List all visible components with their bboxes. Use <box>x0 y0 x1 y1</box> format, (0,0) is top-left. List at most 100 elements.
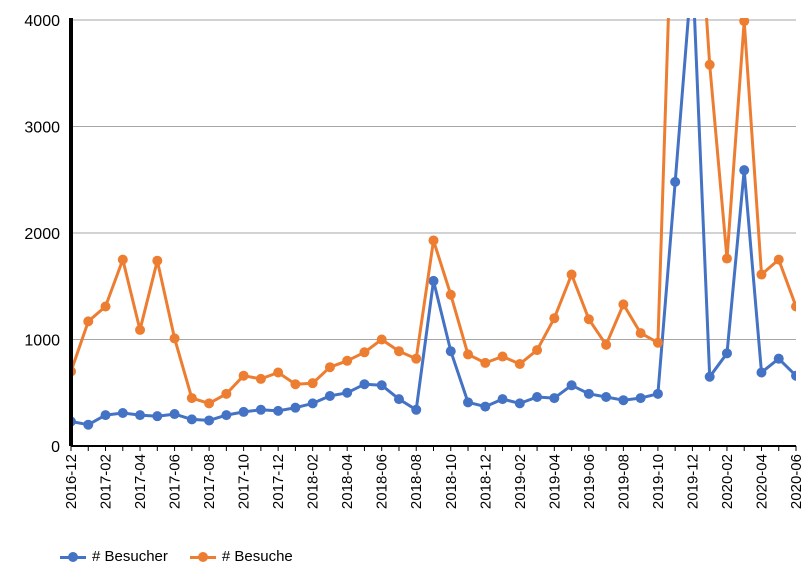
data-point <box>117 407 128 418</box>
data-point <box>497 351 508 362</box>
data-point <box>704 59 715 70</box>
data-point <box>83 419 94 430</box>
data-point <box>186 414 197 425</box>
data-point <box>152 255 163 266</box>
data-point <box>393 346 404 357</box>
data-point <box>756 269 767 280</box>
data-point <box>307 378 318 389</box>
data-point <box>480 401 491 412</box>
data-point <box>152 411 163 422</box>
y-axis-tick-labels: 0 1000 2000 3000 4000 <box>24 13 60 456</box>
x-tick-label: 2020-06 <box>788 454 805 509</box>
data-point <box>359 347 370 358</box>
data-point <box>566 380 577 391</box>
data-point <box>445 289 456 300</box>
data-point <box>411 353 422 364</box>
x-tick-label: 2018-04 <box>339 454 356 509</box>
data-point <box>342 387 353 398</box>
legend: # Besucher # Besuche <box>60 548 293 565</box>
series-1 <box>71 18 796 409</box>
data-point <box>307 398 318 409</box>
gridlines <box>71 19 796 340</box>
legend-label-besuche: # Besuche <box>221 548 293 565</box>
axes <box>69 18 797 451</box>
data-point <box>463 397 474 408</box>
x-tick-label: 2017-02 <box>98 454 115 509</box>
data-point <box>652 388 663 399</box>
x-tick-label: 2018-10 <box>443 454 460 509</box>
x-tick-label: 2017-06 <box>167 454 184 509</box>
x-tick-label: 2019-02 <box>512 454 529 509</box>
data-point <box>721 253 732 264</box>
legend-marker-besuche <box>197 551 208 562</box>
data-point <box>169 333 180 344</box>
data-point <box>290 379 301 390</box>
data-point <box>514 398 525 409</box>
data-point <box>238 370 249 381</box>
data-point <box>549 393 560 404</box>
legend-swatch-besucher <box>60 550 86 564</box>
data-point <box>583 314 594 325</box>
data-point <box>411 404 422 415</box>
legend-item-besuche: # Besuche <box>189 548 293 565</box>
x-tick-label: 2019-12 <box>684 454 701 509</box>
data-point <box>497 394 508 405</box>
data-point <box>83 316 94 327</box>
x-tick-label: 2017-12 <box>270 454 287 509</box>
legend-label-besucher: # Besucher <box>92 548 168 565</box>
data-point <box>324 390 335 401</box>
data-point <box>324 362 335 373</box>
data-point <box>601 339 612 350</box>
x-tick-label: 2020-04 <box>753 454 770 509</box>
data-point <box>514 358 525 369</box>
data-point <box>221 410 232 421</box>
data-point <box>773 353 784 364</box>
data-point <box>221 388 232 399</box>
series-0 <box>71 18 796 430</box>
x-tick-label: 2018-02 <box>305 454 322 509</box>
x-tick-label: 2020-02 <box>719 454 736 509</box>
data-point <box>204 415 215 426</box>
data-point <box>791 370 796 381</box>
data-point <box>428 275 439 286</box>
data-point <box>376 334 387 345</box>
data-point <box>359 379 370 390</box>
legend-item-besucher: # Besucher <box>60 548 168 565</box>
data-point <box>704 371 715 382</box>
data-point <box>670 176 681 187</box>
data-point <box>100 410 111 421</box>
data-point <box>117 254 128 265</box>
x-tick-label: 2019-06 <box>581 454 598 509</box>
data-point <box>273 367 284 378</box>
y-tick-label: 1000 <box>24 333 60 350</box>
data-point <box>635 328 646 339</box>
data-point <box>445 346 456 357</box>
x-tick-label: 2018-08 <box>408 454 425 509</box>
data-point <box>463 349 474 360</box>
x-tick-label: 2016-12 <box>63 454 80 509</box>
series-lines <box>71 18 796 430</box>
y-tick-label: 4000 <box>24 13 60 30</box>
data-point <box>773 254 784 265</box>
x-tick-label: 2017-08 <box>201 454 218 509</box>
data-point <box>532 345 543 356</box>
x-tick-label: 2017-10 <box>236 454 253 509</box>
data-point <box>583 388 594 399</box>
data-point <box>721 348 732 359</box>
y-tick-label: 3000 <box>24 120 60 137</box>
data-point <box>739 18 750 27</box>
data-point <box>204 398 215 409</box>
x-tick-label: 2019-08 <box>615 454 632 509</box>
data-point <box>652 337 663 348</box>
data-point <box>532 392 543 403</box>
x-tick-label: 2019-10 <box>650 454 667 509</box>
y-tick-label: 2000 <box>24 226 60 243</box>
data-point <box>169 409 180 420</box>
data-point <box>100 301 111 312</box>
data-point <box>135 410 146 421</box>
data-point <box>255 404 266 415</box>
x-tick-label: 2018-12 <box>477 454 494 509</box>
data-point <box>791 301 796 312</box>
